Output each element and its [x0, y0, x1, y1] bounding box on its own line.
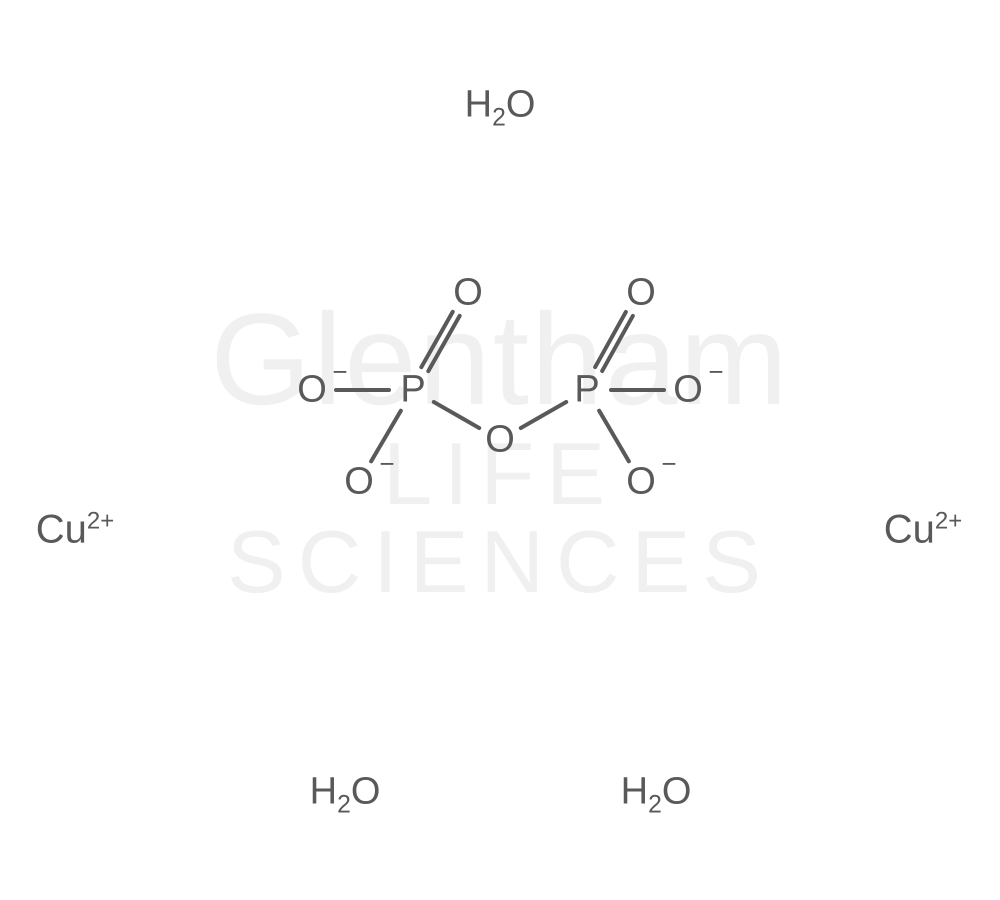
atom-O_dbl_R: O — [626, 272, 656, 315]
water-1: H2O — [310, 771, 381, 820]
atom-O_left_lower: O — [344, 461, 374, 504]
ion-0: Cu2+ — [36, 507, 115, 552]
ion-1: Cu2+ — [884, 507, 963, 552]
atom-O_right_upper: O — [673, 369, 703, 412]
water-2: H2O — [621, 771, 692, 820]
charge-O_right_upper: − — [708, 357, 723, 388]
chemical-structure: PPOOOO−O−O−O−Cu2+Cu2+H2OH2OH2O — [0, 0, 1000, 900]
atom-O_dbl_L: O — [453, 272, 483, 315]
atom-O_bridge: O — [485, 419, 515, 462]
charge-O_right_lower: − — [661, 449, 676, 480]
atom-P_right: P — [574, 369, 599, 412]
water-0: H2O — [465, 84, 536, 133]
atom-O_right_lower: O — [626, 461, 656, 504]
atom-P_left: P — [400, 369, 425, 412]
atom-O_left_upper: O — [297, 369, 327, 412]
charge-O_left_upper: − — [332, 357, 347, 388]
charge-O_left_lower: − — [379, 449, 394, 480]
